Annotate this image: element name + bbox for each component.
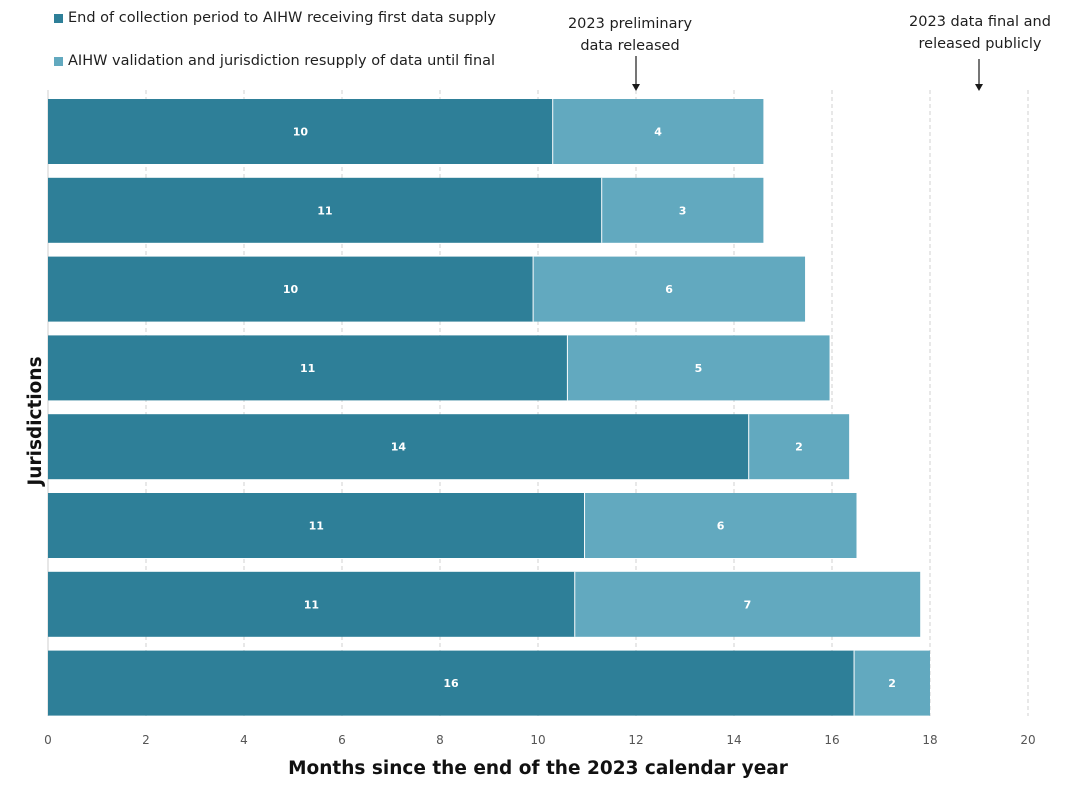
bar-value-label: 11: [304, 598, 319, 611]
legend-swatch-validation: [54, 56, 63, 66]
bar-segment-first-supply: [48, 335, 568, 401]
bars: 10 4 11 3 10 6 11 5 14 2 11 6 11 7 16 2: [48, 99, 930, 716]
x-tick-label: 2: [142, 733, 150, 747]
x-tick-label: 12: [628, 733, 643, 747]
x-tick-label: 0: [44, 733, 52, 747]
bar-segment-validation: [567, 335, 830, 401]
bar-segment-first-supply: [48, 256, 534, 322]
bar-value-label: 3: [679, 204, 687, 217]
annotation-final-line1: 2023 data final and: [909, 14, 1051, 30]
legend-label-validation: AIHW validation and jurisdiction resuppl…: [68, 53, 496, 69]
bar-segment-validation: [854, 650, 930, 716]
x-axis-title: Months since the end of the 2023 calenda…: [288, 758, 789, 779]
bar-segment-validation: [748, 414, 850, 480]
bar-value-label: 6: [717, 520, 725, 533]
bar-segment-validation: [533, 256, 806, 322]
bar-value-label: 11: [309, 520, 324, 533]
bar-value-label: 2: [795, 441, 803, 454]
x-tick-label: 10: [530, 733, 545, 747]
bar-value-label: 7: [744, 598, 752, 611]
x-tick-label: 16: [824, 733, 839, 747]
x-tick-label: 8: [436, 733, 444, 747]
x-tick-label: 14: [726, 733, 741, 747]
bar-value-label: 11: [300, 362, 315, 375]
annotation-final-release: 2023 data final and released publicly: [880, 11, 1066, 55]
bar-value-label: 10: [283, 283, 299, 296]
annotation-preliminary-line1: 2023 preliminary: [567, 16, 693, 32]
x-axis-ticks: 0 2 4 6 8 10 12 14 16 18 20: [44, 733, 1035, 747]
bar-segment-first-supply: [48, 650, 855, 716]
legend-label-first-supply: End of collection period to AIHW receivi…: [68, 10, 497, 26]
legend-item-validation: AIHW validation and jurisdiction resuppl…: [54, 53, 495, 69]
annotation-final-line2: released publicly: [918, 36, 1042, 52]
bar-value-label: 16: [443, 677, 459, 690]
annotation-arrow-head: [975, 84, 983, 91]
x-tick-label: 20: [1020, 733, 1035, 747]
bar-segment-validation: [552, 99, 764, 164]
bar-value-label: 4: [654, 126, 662, 139]
y-axis-title: Jurisdictions: [25, 356, 46, 487]
legend-swatch-first-supply: [54, 13, 63, 23]
annotation-preliminary-release: 2023 preliminary data released: [540, 13, 720, 57]
annotation-preliminary-line2: data released: [580, 38, 680, 54]
x-tick-label: 18: [922, 733, 937, 747]
bar-segment-validation: [584, 493, 857, 558]
bar-segment-first-supply: [48, 99, 553, 164]
x-tick-label: 6: [338, 733, 346, 747]
bar-value-label: 5: [695, 362, 703, 375]
bar-value-label: 2: [888, 677, 896, 690]
bar-segment-first-supply: [48, 414, 749, 480]
bar-value-label: 10: [293, 126, 309, 139]
x-tick-label: 4: [240, 733, 248, 747]
annotation-arrow-head: [632, 84, 640, 91]
bar-value-label: 11: [317, 204, 332, 217]
bar-segment-first-supply: [48, 177, 602, 243]
bar-segment-first-supply: [48, 493, 585, 558]
bar-segment-validation: [574, 571, 921, 637]
bar-value-label: 14: [391, 441, 407, 454]
annotation-arrows: [632, 56, 983, 91]
legend-item-first-supply: End of collection period to AIHW receivi…: [54, 10, 496, 26]
bar-value-label: 6: [665, 283, 673, 296]
bar-segment-first-supply: [48, 571, 575, 637]
bar-segment-validation: [601, 177, 764, 243]
